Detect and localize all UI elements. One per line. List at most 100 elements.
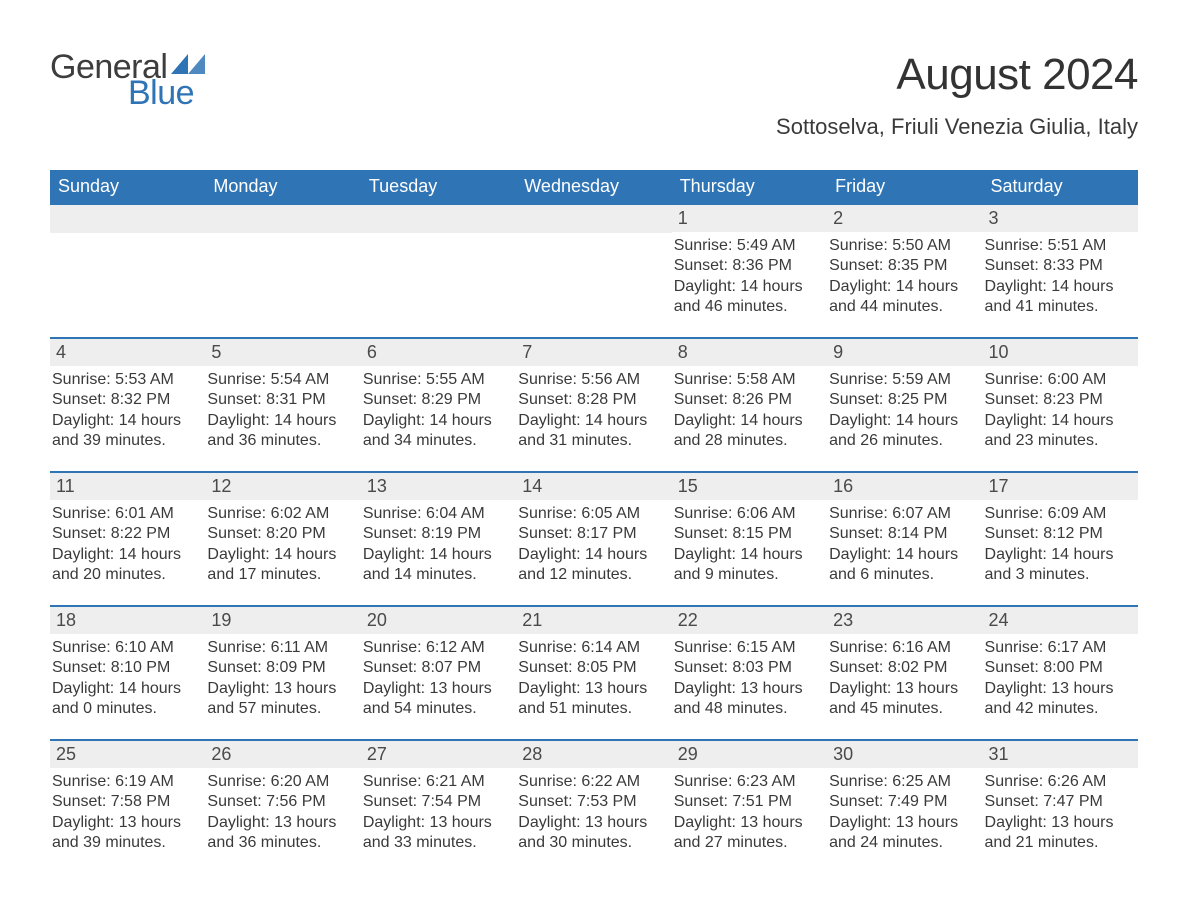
sunrise-text: Sunrise: 6:11 AM — [207, 638, 356, 658]
sunrise-text: Sunrise: 5:56 AM — [518, 370, 667, 390]
sunset-text: Sunset: 7:54 PM — [363, 792, 512, 812]
day-number: 6 — [361, 339, 516, 366]
day-cell — [361, 205, 516, 337]
day-body: Sunrise: 6:17 AMSunset: 8:00 PMDaylight:… — [983, 634, 1138, 724]
title-block: August 2024 Sottoselva, Friuli Venezia G… — [776, 50, 1138, 140]
day-cell: 24Sunrise: 6:17 AMSunset: 8:00 PMDayligh… — [983, 607, 1138, 739]
sunrise-text: Sunrise: 6:20 AM — [207, 772, 356, 792]
sunrise-text: Sunrise: 5:55 AM — [363, 370, 512, 390]
day-cell: 14Sunrise: 6:05 AMSunset: 8:17 PMDayligh… — [516, 473, 671, 605]
daylight-text: Daylight: 13 hours and 39 minutes. — [52, 813, 201, 854]
sunset-text: Sunset: 7:47 PM — [985, 792, 1134, 812]
weekday-header-cell: Tuesday — [361, 170, 516, 203]
sunset-text: Sunset: 8:23 PM — [985, 390, 1134, 410]
day-number: 8 — [672, 339, 827, 366]
sunrise-text: Sunrise: 6:09 AM — [985, 504, 1134, 524]
sunrise-text: Sunrise: 6:02 AM — [207, 504, 356, 524]
daylight-text: Daylight: 14 hours and 17 minutes. — [207, 545, 356, 586]
daylight-text: Daylight: 13 hours and 48 minutes. — [674, 679, 823, 720]
sunrise-text: Sunrise: 6:10 AM — [52, 638, 201, 658]
daylight-text: Daylight: 13 hours and 57 minutes. — [207, 679, 356, 720]
day-body: Sunrise: 6:10 AMSunset: 8:10 PMDaylight:… — [50, 634, 205, 724]
day-cell: 9Sunrise: 5:59 AMSunset: 8:25 PMDaylight… — [827, 339, 982, 471]
day-cell — [205, 205, 360, 337]
day-cell: 17Sunrise: 6:09 AMSunset: 8:12 PMDayligh… — [983, 473, 1138, 605]
day-number: 16 — [827, 473, 982, 500]
sunset-text: Sunset: 8:20 PM — [207, 524, 356, 544]
day-body: Sunrise: 6:04 AMSunset: 8:19 PMDaylight:… — [361, 500, 516, 590]
daylight-text: Daylight: 13 hours and 54 minutes. — [363, 679, 512, 720]
sunset-text: Sunset: 8:05 PM — [518, 658, 667, 678]
empty-daynum-bar — [516, 205, 671, 233]
day-body: Sunrise: 6:21 AMSunset: 7:54 PMDaylight:… — [361, 768, 516, 858]
sunset-text: Sunset: 8:09 PM — [207, 658, 356, 678]
day-cell: 29Sunrise: 6:23 AMSunset: 7:51 PMDayligh… — [672, 741, 827, 873]
day-cell: 6Sunrise: 5:55 AMSunset: 8:29 PMDaylight… — [361, 339, 516, 471]
day-number: 31 — [983, 741, 1138, 768]
day-body: Sunrise: 6:20 AMSunset: 7:56 PMDaylight:… — [205, 768, 360, 858]
day-number: 19 — [205, 607, 360, 634]
logo: General Blue — [50, 50, 205, 110]
sunrise-text: Sunrise: 6:07 AM — [829, 504, 978, 524]
day-number: 26 — [205, 741, 360, 768]
day-cell: 12Sunrise: 6:02 AMSunset: 8:20 PMDayligh… — [205, 473, 360, 605]
day-number: 29 — [672, 741, 827, 768]
day-cell: 26Sunrise: 6:20 AMSunset: 7:56 PMDayligh… — [205, 741, 360, 873]
daylight-text: Daylight: 14 hours and 46 minutes. — [674, 277, 823, 318]
day-body: Sunrise: 5:55 AMSunset: 8:29 PMDaylight:… — [361, 366, 516, 456]
empty-daynum-bar — [50, 205, 205, 233]
sunrise-text: Sunrise: 6:14 AM — [518, 638, 667, 658]
day-cell: 28Sunrise: 6:22 AMSunset: 7:53 PMDayligh… — [516, 741, 671, 873]
weekday-header-row: SundayMondayTuesdayWednesdayThursdayFrid… — [50, 170, 1138, 203]
day-body: Sunrise: 5:54 AMSunset: 8:31 PMDaylight:… — [205, 366, 360, 456]
day-number: 21 — [516, 607, 671, 634]
day-number: 7 — [516, 339, 671, 366]
calendar: SundayMondayTuesdayWednesdayThursdayFrid… — [50, 170, 1138, 873]
day-cell: 18Sunrise: 6:10 AMSunset: 8:10 PMDayligh… — [50, 607, 205, 739]
weekday-header-cell: Wednesday — [516, 170, 671, 203]
sunrise-text: Sunrise: 6:00 AM — [985, 370, 1134, 390]
sunset-text: Sunset: 7:49 PM — [829, 792, 978, 812]
sunrise-text: Sunrise: 6:05 AM — [518, 504, 667, 524]
sunset-text: Sunset: 7:53 PM — [518, 792, 667, 812]
day-body: Sunrise: 6:09 AMSunset: 8:12 PMDaylight:… — [983, 500, 1138, 590]
sunrise-text: Sunrise: 6:01 AM — [52, 504, 201, 524]
daylight-text: Daylight: 14 hours and 31 minutes. — [518, 411, 667, 452]
sunrise-text: Sunrise: 5:50 AM — [829, 236, 978, 256]
weekday-header-cell: Thursday — [672, 170, 827, 203]
day-body: Sunrise: 5:56 AMSunset: 8:28 PMDaylight:… — [516, 366, 671, 456]
day-number: 24 — [983, 607, 1138, 634]
sunset-text: Sunset: 7:58 PM — [52, 792, 201, 812]
weekday-header-cell: Monday — [205, 170, 360, 203]
sunrise-text: Sunrise: 5:58 AM — [674, 370, 823, 390]
sunset-text: Sunset: 8:22 PM — [52, 524, 201, 544]
day-number: 2 — [827, 205, 982, 232]
daylight-text: Daylight: 14 hours and 44 minutes. — [829, 277, 978, 318]
sunset-text: Sunset: 8:17 PM — [518, 524, 667, 544]
sunrise-text: Sunrise: 6:21 AM — [363, 772, 512, 792]
day-body: Sunrise: 6:06 AMSunset: 8:15 PMDaylight:… — [672, 500, 827, 590]
sunset-text: Sunset: 7:51 PM — [674, 792, 823, 812]
sunset-text: Sunset: 8:02 PM — [829, 658, 978, 678]
day-cell: 27Sunrise: 6:21 AMSunset: 7:54 PMDayligh… — [361, 741, 516, 873]
sunrise-text: Sunrise: 6:04 AM — [363, 504, 512, 524]
header: General Blue August 2024 Sottoselva, Fri… — [50, 50, 1138, 140]
day-body: Sunrise: 6:05 AMSunset: 8:17 PMDaylight:… — [516, 500, 671, 590]
day-body: Sunrise: 6:14 AMSunset: 8:05 PMDaylight:… — [516, 634, 671, 724]
day-cell — [50, 205, 205, 337]
daylight-text: Daylight: 14 hours and 28 minutes. — [674, 411, 823, 452]
daylight-text: Daylight: 13 hours and 27 minutes. — [674, 813, 823, 854]
sunrise-text: Sunrise: 5:54 AM — [207, 370, 356, 390]
day-number: 11 — [50, 473, 205, 500]
sunrise-text: Sunrise: 6:19 AM — [52, 772, 201, 792]
sunset-text: Sunset: 8:03 PM — [674, 658, 823, 678]
day-body: Sunrise: 6:12 AMSunset: 8:07 PMDaylight:… — [361, 634, 516, 724]
day-body: Sunrise: 6:23 AMSunset: 7:51 PMDaylight:… — [672, 768, 827, 858]
day-body: Sunrise: 6:11 AMSunset: 8:09 PMDaylight:… — [205, 634, 360, 724]
daylight-text: Daylight: 14 hours and 26 minutes. — [829, 411, 978, 452]
sunrise-text: Sunrise: 5:51 AM — [985, 236, 1134, 256]
day-number: 10 — [983, 339, 1138, 366]
daylight-text: Daylight: 14 hours and 23 minutes. — [985, 411, 1134, 452]
day-number: 17 — [983, 473, 1138, 500]
sunrise-text: Sunrise: 6:23 AM — [674, 772, 823, 792]
